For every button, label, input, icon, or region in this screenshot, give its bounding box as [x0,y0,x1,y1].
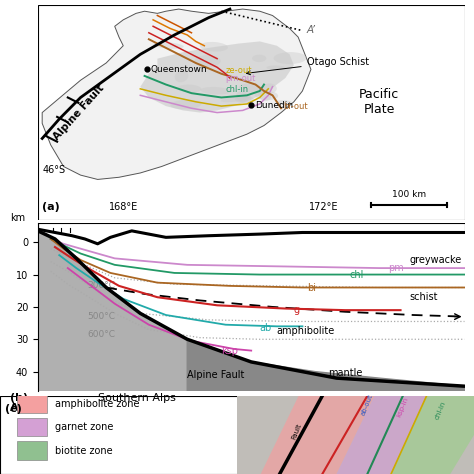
Text: 46°S: 46°S [42,165,65,175]
Text: 300°C: 300°C [87,282,115,291]
Bar [17,418,47,437]
Text: bi: bi [307,283,316,293]
Text: Pacific
Plate: Pacific Plate [359,88,399,116]
Ellipse shape [177,84,201,92]
Text: 100 km: 100 km [392,190,426,199]
Polygon shape [38,231,465,391]
Ellipse shape [266,65,286,71]
Ellipse shape [273,52,306,64]
Text: (c): (c) [5,403,22,414]
Text: A’: A’ [307,25,316,35]
Text: garnet zone: garnet zone [55,422,113,432]
Text: Queenstown: Queenstown [151,65,208,74]
Text: amphibolite zone: amphibolite zone [55,399,139,409]
Text: Otago Schist: Otago Schist [246,57,369,75]
Text: mantle: mantle [328,368,363,378]
Text: ab: ab [260,323,272,333]
Text: pm: pm [388,263,403,273]
Text: schist: schist [409,292,438,302]
Polygon shape [140,41,294,113]
Ellipse shape [252,55,266,62]
Bar [17,394,47,413]
Polygon shape [187,339,465,391]
Ellipse shape [170,100,201,109]
Text: A’: A’ [469,403,474,413]
Text: g: g [294,305,300,315]
Text: ze-out: ze-out [226,66,252,75]
Ellipse shape [174,70,188,82]
Text: Alpine Fault: Alpine Fault [51,83,106,142]
Text: chl-in: chl-in [226,85,249,94]
Text: greywacke: greywacke [409,255,461,265]
Text: 172°E: 172°E [309,201,338,211]
Text: Southern Alps: Southern Alps [98,393,175,403]
Text: amphibolite: amphibolite [277,326,335,336]
Text: bi-out: bi-out [283,102,308,111]
Text: (a): (a) [42,201,60,211]
Text: chl: chl [349,270,364,280]
Ellipse shape [239,83,263,92]
Text: 500°C: 500°C [87,312,115,321]
Text: pm-out: pm-out [226,74,256,83]
Text: 600°C: 600°C [87,330,115,339]
Ellipse shape [236,91,251,103]
Ellipse shape [235,95,254,103]
Polygon shape [38,229,465,386]
Text: A: A [10,403,19,413]
Ellipse shape [201,87,231,94]
Text: Dunedin: Dunedin [255,100,293,109]
Ellipse shape [255,91,278,100]
Text: 168°E: 168°E [109,201,138,211]
Ellipse shape [258,90,271,101]
Ellipse shape [200,42,228,52]
Text: ksp: ksp [221,346,238,356]
Polygon shape [42,9,311,180]
Ellipse shape [221,96,250,102]
Text: Alpine Fault: Alpine Fault [187,370,245,380]
Text: km: km [10,213,25,223]
Ellipse shape [154,42,183,49]
Text: (b): (b) [10,393,28,403]
Bar [17,441,47,460]
Ellipse shape [275,100,292,105]
Text: biotite zone: biotite zone [55,446,112,456]
Ellipse shape [262,83,277,94]
Ellipse shape [194,55,221,67]
